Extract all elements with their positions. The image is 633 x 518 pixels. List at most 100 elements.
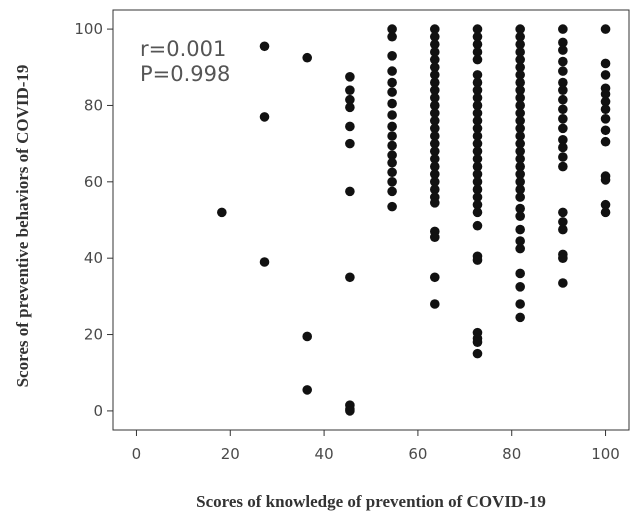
data-point (472, 169, 483, 179)
data-point (558, 56, 568, 67)
data-point (515, 123, 525, 134)
data-point (558, 142, 568, 153)
data-point (429, 154, 440, 164)
data-point (345, 121, 355, 132)
data-point (429, 299, 440, 309)
data-point (387, 140, 397, 151)
data-point (345, 85, 355, 95)
data-point (472, 220, 483, 231)
data-point (515, 47, 525, 57)
x-tick-label: 40 (315, 445, 334, 463)
data-point (515, 39, 525, 50)
data-point (558, 161, 568, 172)
data-point (472, 348, 483, 359)
data-point (345, 102, 355, 113)
data-point (600, 70, 611, 80)
data-point (345, 186, 355, 197)
data-point (472, 47, 483, 57)
y-axis-title: Scores of preventive behaviors of COVID-… (13, 65, 32, 388)
data-point (515, 161, 525, 172)
data-point (515, 62, 525, 73)
data-point (600, 207, 611, 218)
data-point (515, 282, 525, 292)
data-point (558, 45, 568, 55)
y-tick-label: 100 (74, 20, 103, 38)
data-point (387, 87, 397, 97)
data-point (515, 268, 525, 279)
data-point (600, 175, 611, 185)
data-point (217, 207, 227, 218)
p-value-annotation: P=0.998 (140, 62, 230, 86)
data-point (429, 123, 440, 134)
data-point (515, 70, 525, 80)
data-point (302, 331, 313, 342)
data-point (387, 150, 397, 160)
data-point (429, 161, 440, 172)
data-point (558, 135, 568, 145)
data-point (472, 100, 483, 111)
data-point (387, 66, 397, 76)
x-axis: 0 20 40 60 80 100 (132, 430, 620, 463)
data-point (472, 123, 483, 134)
data-point (259, 112, 270, 122)
data-point (515, 169, 525, 179)
data-point (515, 146, 525, 157)
data-point (429, 169, 440, 179)
data-point (558, 207, 568, 218)
data-point (472, 138, 483, 149)
data-point (472, 77, 483, 88)
data-point (472, 154, 483, 164)
data-point (387, 77, 397, 88)
data-point (515, 184, 525, 195)
x-tick-label: 20 (221, 445, 240, 463)
data-point (515, 93, 525, 103)
data-point (515, 100, 525, 111)
data-point (259, 41, 270, 52)
data-point (600, 89, 611, 99)
data-point (515, 108, 525, 118)
data-point (387, 201, 397, 212)
data-point (515, 243, 525, 254)
data-point (387, 51, 397, 61)
x-axis-title: Scores of knowledge of prevention of COV… (196, 492, 546, 511)
data-point (558, 24, 568, 34)
data-point (515, 312, 525, 323)
data-point (558, 278, 568, 288)
data-point (472, 108, 483, 118)
data-point (515, 224, 525, 235)
data-point (429, 100, 440, 111)
data-point (558, 123, 568, 134)
data-point (600, 114, 611, 124)
data-point (515, 299, 525, 309)
data-point (515, 154, 525, 164)
data-point (429, 131, 440, 141)
data-point (558, 152, 568, 162)
data-point (345, 406, 355, 416)
data-point (558, 85, 568, 95)
data-point (387, 177, 397, 187)
data-point (429, 184, 440, 195)
data-point (515, 85, 525, 95)
data-point (558, 224, 568, 235)
data-point (429, 47, 440, 57)
data-point (558, 77, 568, 88)
data-point (515, 115, 525, 126)
data-point (558, 104, 568, 115)
data-point (515, 31, 525, 42)
data-point (429, 115, 440, 126)
data-point (600, 136, 611, 147)
data-point (387, 186, 397, 197)
data-point (515, 138, 525, 149)
data-point (387, 24, 397, 34)
data-point (515, 177, 525, 187)
data-point (472, 146, 483, 157)
data-point (429, 272, 440, 283)
data-point (600, 96, 611, 107)
data-point (387, 98, 397, 109)
data-point (429, 31, 440, 42)
data-point (259, 257, 270, 267)
data-point (429, 62, 440, 73)
data-point (558, 217, 568, 227)
data-point (429, 198, 440, 208)
